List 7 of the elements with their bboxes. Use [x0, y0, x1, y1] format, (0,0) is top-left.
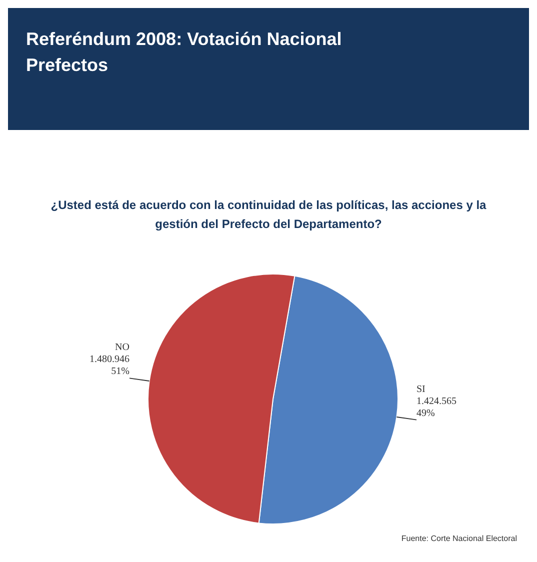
chart-subtitle: ¿Usted está de acuerdo con la continuidad de las políticas, las acciones y la gestión del Prefecto del Departamento? — [50, 197, 488, 233]
source-note: Fuente: Corte Nacional Electoral — [400, 534, 517, 543]
slice-label: SI — [416, 384, 426, 395]
chart-title: Referéndum 2008: Votación Nacional Prefectos — [26, 28, 343, 77]
data-label: 1.480.946 51% — [90, 354, 130, 378]
data-label: 1.424.565 49% — [416, 396, 456, 419]
slice-label: NO — [115, 342, 130, 354]
